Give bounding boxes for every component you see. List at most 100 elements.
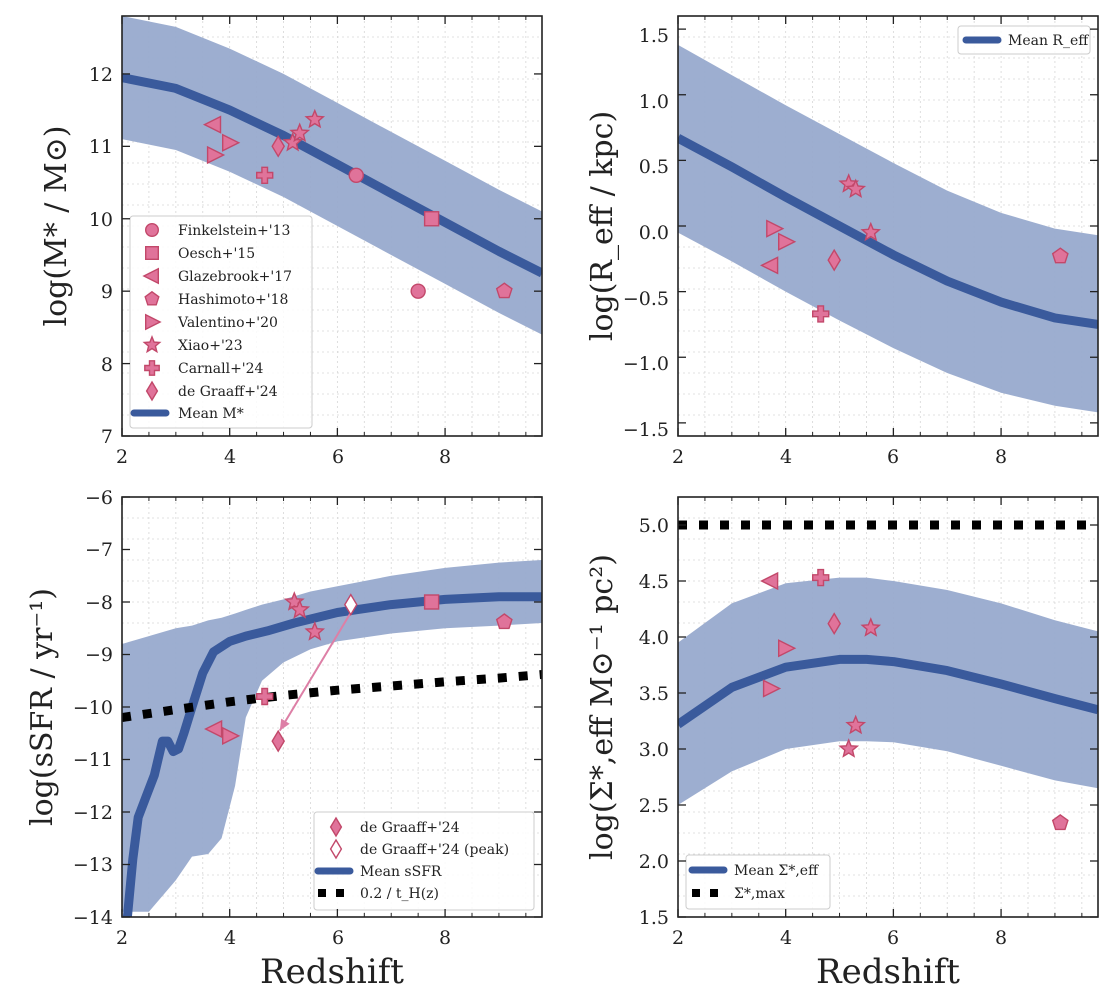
reff-legend: Mean R_eff [957, 25, 1091, 55]
mass-plot-area [122, 16, 542, 436]
mass-legend-label: Hashimoto+'18 [178, 292, 288, 308]
mass-legend-marker [144, 313, 162, 331]
sigma-xtick-label: 4 [780, 927, 792, 949]
sigma-data-point [845, 714, 867, 735]
panel-reff: 2 4 6 8 −1.5 −1.0 −0.5 0.0 0.5 1.0 1.5 l… [585, 15, 1099, 468]
ssfr-y-axis-label: log(sSFR / yr⁻¹) [25, 588, 60, 826]
ssfr-arrow-shaft [278, 611, 352, 732]
sigma-ytick-label: 4.0 [639, 627, 669, 649]
mass-legend-marker [144, 222, 160, 238]
ssfr-data-point [221, 726, 241, 746]
panel-mass: 2 4 6 8 7 8 9 10 11 12 log(M* / M⊙) Fink… [39, 15, 543, 468]
mass-legend-glyph [144, 313, 162, 331]
sigma-plot-area [678, 497, 1098, 917]
reff-legend-frame [957, 25, 1091, 55]
ssfr-ytick-label: −10 [73, 697, 113, 719]
mass-legend-marker [145, 380, 159, 402]
reff-ytick-labels: −1.5 −1.0 −0.5 0.0 0.5 1.0 1.5 [623, 25, 669, 441]
sigma-ytick-label: 3.0 [639, 739, 669, 761]
sigma-data-point [760, 571, 779, 591]
reff-data-point [766, 219, 785, 238]
mass-axes-frame [121, 15, 543, 437]
reff-data-point [860, 221, 882, 242]
reff-data-layer [678, 16, 1098, 436]
mass-ytick-label: 8 [101, 354, 113, 376]
reff-mean-line [678, 134, 1098, 329]
mass-legend-glyph [144, 290, 160, 306]
ssfr-data-point [343, 593, 358, 616]
ssfr-x-axis-label: Redshift [260, 952, 404, 992]
ssfr-xtick-label: 8 [439, 927, 451, 949]
ssfr-reference-line [122, 670, 542, 722]
mass-legend-marker [144, 290, 160, 306]
ssfr-ytick-label: −12 [73, 802, 113, 824]
ssfr-legend-marker [329, 816, 343, 838]
mass-legend-label: Valentino+'20 [177, 315, 278, 331]
ssfr-data-point [256, 687, 274, 706]
mass-xtick-label: 6 [332, 446, 344, 468]
mass-legend: Finkelstein+'13 Oesch+'15 Glazebrook+'17… [129, 215, 313, 429]
mass-data-point [348, 167, 364, 184]
mass-data-point [221, 133, 241, 152]
ssfr-ytick-label: −14 [73, 907, 113, 929]
reff-legend-label: Mean R_eff [1008, 33, 1089, 49]
ssfr-arrow-head [279, 718, 290, 731]
ssfr-ytick-label: −9 [85, 644, 113, 666]
mass-mean-line [122, 73, 542, 278]
reff-data-point [845, 178, 867, 198]
mass-ytick-label: 10 [89, 209, 113, 231]
reff-ytick-label: 0.0 [639, 222, 669, 244]
mass-legend-label: Glazebrook+'17 [178, 269, 292, 285]
mass-ytick-label: 12 [89, 64, 113, 86]
sigma-scatter-band [678, 577, 1098, 805]
ssfr-data-point [271, 729, 286, 753]
mass-data-point [206, 145, 226, 165]
reff-xtick-label: 4 [780, 446, 792, 468]
mass-ytick-label: 9 [101, 281, 113, 303]
sigma-axes-frame [677, 496, 1099, 918]
reff-ytick-label: 1.5 [639, 25, 669, 47]
ssfr-ytick-label: −6 [85, 487, 113, 509]
ssfr-xtick-label: 4 [224, 927, 236, 949]
sigma-data-point [827, 612, 842, 635]
mass-y-axis-label: log(M* / M⊙) [39, 125, 74, 326]
reff-data-point [1051, 247, 1069, 264]
sigma-data-point [812, 568, 830, 587]
ssfr-xtick-label: 6 [332, 927, 344, 949]
mass-xtick-label: 4 [224, 446, 236, 468]
mass-xtick-labels: 2 4 6 8 [116, 446, 451, 468]
sigma-y-axis-label: log(Σ*,eff M⊙⁻¹ pc²) [585, 554, 620, 860]
mass-data-point [495, 282, 513, 299]
sigma-data-point [762, 679, 782, 698]
sigma-data-layer [678, 497, 1098, 917]
reff-data-point [812, 305, 830, 323]
panel-ssfr: 2 4 6 8 −14 −13 −12 −11 −10 −9 −8 −7 −6 … [25, 487, 543, 992]
reff-ytick-label: 1.0 [639, 91, 669, 113]
mass-legend-marker [142, 335, 162, 354]
sigma-x-axis-label: Redshift [816, 952, 960, 992]
mass-legend-glyph [145, 380, 159, 402]
sigma-ytick-label: 1.5 [639, 907, 669, 929]
ssfr-data-point [204, 719, 223, 739]
ssfr-legend-marker [329, 838, 343, 860]
reff-ytick-label: 0.5 [639, 156, 669, 178]
mass-xtick-label: 2 [116, 446, 128, 468]
mass-ytick-label: 11 [89, 136, 113, 158]
mass-xtick-label: 8 [439, 446, 451, 468]
sigma-ytick-label: 2.5 [639, 795, 669, 817]
mass-legend-label: de Graaff+'24 [178, 384, 278, 400]
mass-legend-glyph [142, 335, 162, 354]
mass-data-point [271, 134, 286, 158]
ssfr-legend-frame [313, 811, 535, 911]
sigma-xtick-label: 8 [995, 927, 1007, 949]
mass-data-point [289, 122, 311, 143]
ssfr-tick-marks [121, 496, 542, 918]
mass-legend-label: Oesch+'15 [178, 246, 255, 262]
ssfr-legend-label: Mean sSFR [360, 864, 442, 880]
mass-data-layer [122, 16, 542, 436]
reff-data-point [778, 232, 797, 251]
sigma-xtick-label: 6 [887, 927, 899, 949]
sigma-data-point [1051, 814, 1069, 831]
mass-legend-marker [142, 267, 160, 285]
